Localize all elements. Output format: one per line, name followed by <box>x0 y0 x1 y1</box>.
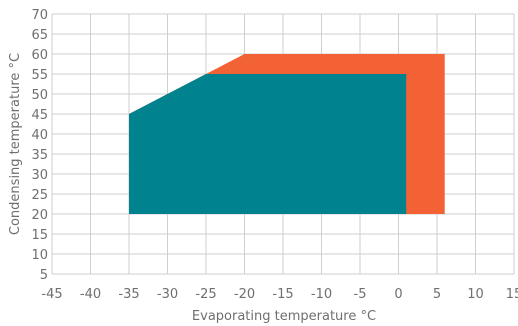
x-tick-label: -35 <box>118 287 139 302</box>
y-tick-label: 40 <box>31 128 48 143</box>
x-tick-label: -45 <box>41 287 62 302</box>
y-tick-label: 35 <box>31 148 48 163</box>
x-tick-label: -20 <box>234 287 255 302</box>
y-tick-label: 65 <box>31 28 48 43</box>
envelope-area-2 <box>129 74 407 214</box>
x-tick-label: 5 <box>433 287 441 302</box>
y-axis-label: Condensing temperature °C <box>8 53 23 235</box>
y-tick-label: 60 <box>31 48 48 63</box>
y-tick-label: 10 <box>31 248 48 263</box>
x-tick-label: -15 <box>272 287 293 302</box>
y-tick-label: 30 <box>31 168 48 183</box>
y-tick-label: 15 <box>31 228 48 243</box>
y-tick-label: 5 <box>40 268 48 283</box>
x-tick-label: -5 <box>354 287 367 302</box>
y-tick-label: 20 <box>31 208 48 223</box>
series-areas <box>129 54 445 214</box>
y-tick-label: 50 <box>31 88 48 103</box>
x-tick-label: -25 <box>195 287 216 302</box>
x-tick-label: 10 <box>467 287 484 302</box>
y-tick-label: 70 <box>31 8 48 23</box>
y-tick-label: 45 <box>31 108 48 123</box>
x-tick-label: -40 <box>80 287 101 302</box>
x-axis-label: Evaporating temperature °C <box>192 309 376 324</box>
x-tick-label: -30 <box>157 287 178 302</box>
y-tick-label: 55 <box>31 68 48 83</box>
x-tick-label: 15 <box>506 287 518 302</box>
x-tick-label: 0 <box>394 287 402 302</box>
x-tick-labels: -45 -40 -35 -30 -25 -20 -15 -10 -5 0 5 10 15 <box>41 287 518 302</box>
y-tick-labels: 5 10 15 20 25 30 35 40 45 50 55 60 65 70 <box>31 8 48 283</box>
y-tick-label: 25 <box>31 188 48 203</box>
x-tick-label: -10 <box>311 287 332 302</box>
